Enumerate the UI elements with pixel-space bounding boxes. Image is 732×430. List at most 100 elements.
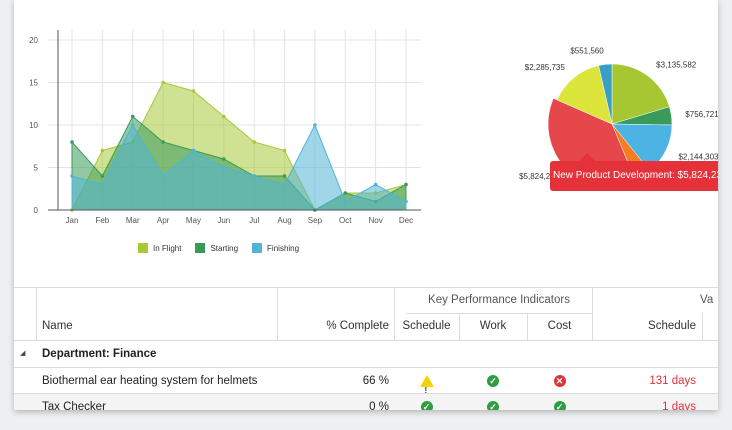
data-point[interactable]	[313, 123, 317, 127]
column-header-name[interactable]: Name	[42, 320, 73, 332]
y-tick-label: 10	[29, 121, 38, 130]
pie-slice-label: $3,135,582	[656, 61, 697, 70]
cost-error-icon: ✕	[527, 368, 592, 394]
data-point[interactable]	[282, 182, 287, 187]
data-point[interactable]	[222, 157, 226, 161]
y-tick-label: 5	[34, 164, 39, 173]
x-tick-label: Dec	[399, 216, 413, 225]
grid-divider	[394, 287, 395, 340]
grid-divider	[14, 393, 718, 394]
pie-slice-label: $756,721	[685, 110, 718, 119]
x-tick-label: Jul	[249, 216, 259, 225]
grid-divider	[406, 313, 592, 314]
data-point[interactable]	[373, 182, 378, 187]
legend-label: In Flight	[153, 243, 182, 253]
x-tick-label: Sep	[308, 216, 323, 225]
pie-slice-label: $5,824,236	[519, 172, 560, 181]
grid-divider	[702, 313, 703, 340]
pie-tooltip: New Product Development: $5,824,236	[550, 161, 718, 191]
pie-slice[interactable]	[556, 65, 613, 125]
data-point[interactable]	[404, 182, 408, 187]
y-tick-label: 20	[29, 36, 38, 45]
legend-item-in-flight[interactable]: In Flight	[138, 243, 181, 253]
schedule-ok-icon: ✓	[394, 394, 459, 410]
schedule-warning-icon: !	[394, 368, 459, 395]
area-chart: Jan Feb Mar Apr May Jun Jul Aug Sep Oct Nov Dec 0 5 10…	[29, 30, 421, 225]
data-point[interactable]	[130, 123, 135, 127]
x-tick-label: May	[186, 216, 201, 225]
legend-item-starting[interactable]: Starting	[195, 243, 238, 253]
legend-swatch	[138, 243, 148, 253]
data-point[interactable]	[100, 182, 105, 187]
task-name: Biothermal ear heating system for helmet…	[42, 375, 258, 387]
table-row[interactable]: Tax Checker 0 % ✓ ✓ ✓ 1 days	[14, 394, 718, 410]
legend-label: Finishing	[267, 243, 300, 253]
group-label: Department: Finance	[42, 348, 157, 360]
x-tick-label: Jan	[66, 216, 79, 225]
data-point[interactable]	[70, 174, 74, 178]
work-ok-icon: ✓	[459, 394, 527, 410]
data-point[interactable]	[100, 174, 105, 178]
data-point[interactable]	[191, 89, 196, 93]
data-point[interactable]	[404, 199, 408, 204]
data-point[interactable]	[100, 148, 105, 153]
x-tick-label: Aug	[277, 216, 291, 225]
cost-ok-icon: ✓	[527, 394, 592, 410]
data-point[interactable]	[282, 148, 287, 153]
variance-group-header: Va	[700, 294, 714, 306]
data-point[interactable]	[191, 148, 196, 153]
pie-slice-label: $2,144,303	[678, 153, 718, 162]
grid-divider	[459, 313, 460, 340]
pie-slice[interactable]	[611, 63, 670, 125]
data-point[interactable]	[70, 140, 74, 144]
pie-slice[interactable]	[598, 63, 613, 125]
grid-divider	[14, 287, 718, 288]
task-complete: 0 %	[369, 401, 389, 410]
variance-schedule-value: 131 days	[649, 375, 696, 387]
grid-divider	[14, 367, 718, 368]
grid-divider	[36, 287, 37, 340]
data-point[interactable]	[161, 174, 165, 178]
data-point[interactable]	[282, 174, 287, 178]
y-tick-label: 0	[34, 206, 39, 215]
legend-swatch	[252, 243, 263, 253]
x-tick-label: Oct	[339, 216, 352, 225]
x-tick-label: Jun	[217, 216, 230, 225]
data-point[interactable]	[130, 114, 135, 119]
column-header-complete[interactable]: % Complete	[326, 320, 389, 332]
grid-divider	[592, 287, 593, 340]
legend-item-finishing[interactable]: Finishing	[252, 243, 299, 253]
grid-divider	[14, 340, 718, 341]
data-point[interactable]	[252, 140, 256, 144]
data-point[interactable]	[343, 199, 348, 204]
chart-legend: In Flight Starting Finishing	[138, 243, 299, 253]
legend-swatch	[195, 243, 206, 253]
task-name: Tax Checker	[42, 401, 106, 410]
data-point[interactable]	[343, 191, 348, 195]
data-point[interactable]	[222, 165, 226, 170]
y-tick-label: 15	[29, 79, 38, 88]
x-tick-label: Feb	[95, 216, 109, 225]
x-tick-label: Nov	[369, 216, 383, 225]
data-point[interactable]	[222, 114, 226, 119]
tooltip-arrow	[579, 153, 595, 161]
column-header-work[interactable]: Work	[479, 320, 507, 332]
data-point[interactable]	[161, 80, 165, 85]
table-row[interactable]: Biothermal ear heating system for helmet…	[14, 368, 718, 395]
grid-divider	[277, 287, 278, 340]
dashboard-card: Jan Feb Mar Apr May Jun Jul Aug Sep Oct Nov Dec 0 5 10…	[14, 0, 718, 410]
task-complete: 66 %	[362, 375, 389, 387]
work-ok-icon: ✓	[459, 368, 527, 394]
column-header-cost[interactable]: Cost	[547, 320, 572, 332]
pie-slice-label: $2,285,735	[525, 63, 566, 72]
column-header-schedule[interactable]: Schedule	[402, 320, 451, 332]
column-header-variance-schedule[interactable]: Schedule	[648, 320, 696, 332]
kpi-grid: Key Performance Indicators Va Name % Com…	[14, 287, 718, 410]
group-row: ◢ Department: Finance	[14, 341, 718, 367]
data-point[interactable]	[252, 174, 256, 178]
x-tick-label: Mar	[126, 216, 140, 225]
data-point[interactable]	[161, 140, 165, 144]
collapse-toggle-icon[interactable]: ◢	[20, 350, 26, 357]
kpi-group-header: Key Performance Indicators	[428, 294, 570, 306]
legend-label: Starting	[210, 243, 239, 253]
